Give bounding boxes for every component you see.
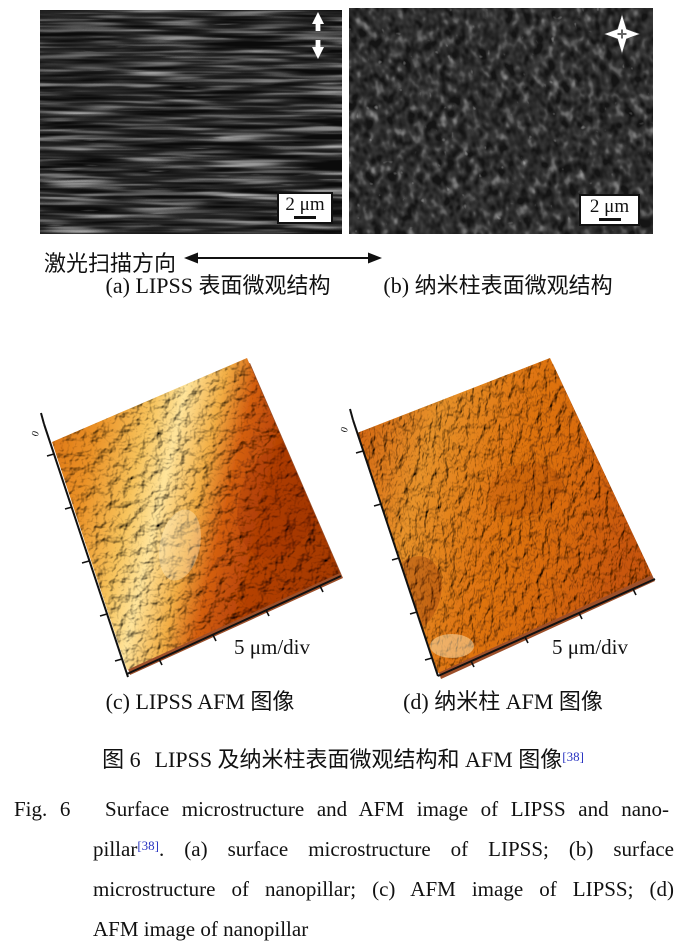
afm-image-lipss: 0 (30, 358, 343, 678)
afm-axes-c (40, 412, 342, 678)
afm-surface-c (52, 358, 340, 670)
caption-en-line1-text: Surface microstructure and AFM image of … (105, 797, 670, 821)
scale-bar-line (598, 218, 621, 221)
caption-en-line2-word: pillar (93, 837, 138, 861)
afm-ticks-d (355, 450, 637, 668)
scale-text: 2 μm (285, 194, 325, 215)
panel-label-a: (a) LIPSS 表面微观结构 (105, 273, 331, 298)
caption-en-citation: [38] (137, 838, 159, 853)
caption-zh-number: 图 6 (102, 747, 141, 772)
panel-label-d: (d) 纳米柱 AFM 图像 (403, 689, 603, 714)
afm-ticks-c (46, 453, 324, 666)
afm-surface-d (357, 358, 652, 673)
afm-scale-label-d: 5 μm/div (551, 635, 629, 659)
sem-image-lipss: 2 μm (40, 10, 342, 234)
caption-en-line3: microstructure of nanopillar; (c) AFM im… (93, 877, 674, 901)
scale-box: 2 μm (277, 192, 333, 224)
caption-zh: 图 6 LIPSS 及纳米柱表面微观结构和 AFM 图像[38] (0, 742, 686, 774)
caption-en-line2: pillar[38]. (a) surface microstructure o… (93, 837, 674, 862)
sem-texture-a (40, 10, 342, 234)
afm-scale-label-c: 5 μm/div (233, 635, 311, 659)
scale-text: 2 μm (589, 196, 630, 217)
sem-image-nanopillar: 2 μm (349, 8, 653, 234)
afm-origin-label-c: 0 (30, 430, 42, 438)
scale-bar-line (294, 216, 316, 219)
panel-label-c: (c) LIPSS AFM 图像 (105, 689, 295, 714)
panel-label-b: (b) 纳米柱表面微观结构 (383, 273, 613, 298)
afm-image-nanopillar: 0 (340, 358, 656, 679)
caption-en-line4: AFM image of nanopillar (93, 917, 309, 941)
caption-en-number: Fig. 6 (14, 797, 71, 821)
afm-origin-label-d: 0 (340, 426, 351, 434)
scan-direction-arrow-icon (184, 252, 382, 264)
caption-zh-title: LIPSS 及纳米柱表面微观结构和 AFM 图像 (154, 747, 563, 772)
scan-direction-label: 激光扫描方向 (44, 251, 177, 276)
vertical-double-arrow-icon (312, 12, 324, 59)
scale-box: 2 μm (579, 194, 640, 226)
afm-axes-d (349, 408, 656, 677)
caption-zh-citation: [38] (562, 749, 584, 764)
caption-en-line1: Fig. 6 Surface microstructure and AFM im… (14, 797, 669, 822)
caption-en-line2-rest: . (a) surface microstructure of LIPSS; (… (159, 837, 674, 861)
four-way-arrow-icon (603, 12, 641, 56)
